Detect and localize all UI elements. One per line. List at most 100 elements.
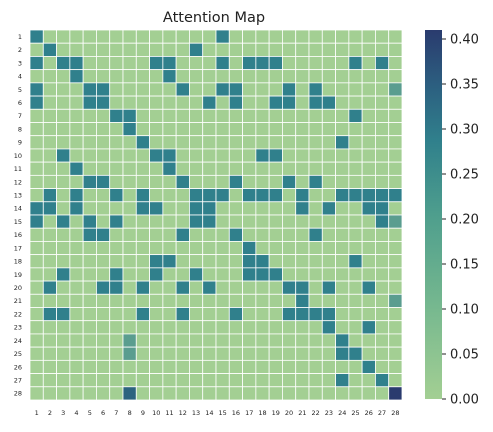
heatmap-cell-r28-c7 — [109, 386, 124, 401]
y-tick-label: 27 — [14, 376, 22, 384]
x-tick-label: 18 — [258, 409, 266, 417]
x-tick-label: 27 — [378, 409, 386, 417]
heatmap-cell-r17-c12 — [175, 241, 190, 256]
heatmap-cell-r27-c3 — [56, 373, 71, 388]
heatmap-cell-r7-c1 — [29, 108, 44, 123]
heatmap-cell-r4-c9 — [135, 69, 150, 84]
heatmap-cell-r6-c19 — [268, 95, 283, 110]
heatmap-cell-r17-c15 — [215, 241, 230, 256]
heatmap-cell-r22-c10 — [149, 307, 164, 322]
y-tick-label: 12 — [14, 178, 22, 186]
heatmap-cell-r20-c18 — [255, 280, 270, 295]
heatmap-cell-r10-c5 — [82, 148, 97, 163]
heatmap-cell-r11-c11 — [162, 161, 177, 176]
heatmap-cell-r16-c8 — [122, 227, 137, 242]
heatmap-cell-r28-c4 — [69, 386, 84, 401]
heatmap-cell-r19-c24 — [335, 267, 350, 282]
heatmap-cell-r19-c13 — [189, 267, 204, 282]
heatmap-cell-r9-c8 — [122, 135, 137, 150]
heatmap-cell-r24-c2 — [42, 333, 57, 348]
heatmap-cell-r24-c4 — [69, 333, 84, 348]
heatmap-cell-r5-c21 — [295, 82, 310, 97]
colorbar-tick-label: 0.30 — [450, 123, 479, 138]
heatmap-cell-r1-c15 — [215, 29, 230, 44]
heatmap-cell-r13-c9 — [135, 188, 150, 203]
heatmap-cell-r15-c26 — [361, 214, 376, 229]
heatmap-cell-r28-c18 — [255, 386, 270, 401]
x-tick-label: 6 — [101, 409, 105, 417]
heatmap-cell-r15-c18 — [255, 214, 270, 229]
heatmap-cell-r3-c25 — [348, 56, 363, 71]
heatmap-cell-r23-c8 — [122, 320, 137, 335]
heatmap-cell-r20-c10 — [149, 280, 164, 295]
heatmap-cell-r3-c24 — [335, 56, 350, 71]
heatmap-cell-r7-c13 — [189, 108, 204, 123]
heatmap-cell-r6-c17 — [242, 95, 257, 110]
heatmap-cell-r8-c24 — [335, 122, 350, 137]
heatmap-cell-r27-c23 — [321, 373, 336, 388]
heatmap-cell-r1-c1 — [29, 29, 44, 44]
heatmap-cell-r1-c19 — [268, 29, 283, 44]
heatmap-cell-r15-c7 — [109, 214, 124, 229]
heatmap-cell-r11-c22 — [308, 161, 323, 176]
heatmap-cell-r9-c22 — [308, 135, 323, 150]
heatmap-cell-r18-c6 — [96, 254, 111, 269]
heatmap-cell-r21-c26 — [361, 293, 376, 308]
heatmap-cell-r10-c3 — [56, 148, 71, 163]
heatmap-cell-r20-c11 — [162, 280, 177, 295]
heatmap-cell-r22-c4 — [69, 307, 84, 322]
heatmap-cell-r13-c25 — [348, 188, 363, 203]
heatmap-cell-r12-c19 — [268, 174, 283, 189]
heatmap-cell-r8-c15 — [215, 122, 230, 137]
heatmap-cell-r19-c19 — [268, 267, 283, 282]
heatmap-cell-r21-c18 — [255, 293, 270, 308]
x-tick-label: 4 — [74, 409, 78, 417]
heatmap-cell-r3-c9 — [135, 56, 150, 71]
heatmap-cell-r23-c5 — [82, 320, 97, 335]
heatmap-cell-r25-c8 — [122, 346, 137, 361]
heatmap-cell-r4-c8 — [122, 69, 137, 84]
heatmap-cell-r14-c9 — [135, 201, 150, 216]
heatmap-cell-r2-c25 — [348, 42, 363, 57]
x-tick-label: 8 — [128, 409, 132, 417]
y-tick-label: 1 — [18, 33, 22, 41]
heatmap-cell-r14-c25 — [348, 201, 363, 216]
x-tick-label: 19 — [272, 409, 280, 417]
heatmap-cell-r6-c5 — [82, 95, 97, 110]
heatmap-cell-r6-c20 — [282, 95, 297, 110]
heatmap-cell-r11-c7 — [109, 161, 124, 176]
heatmap-cell-r5-c14 — [202, 82, 217, 97]
heatmap-cell-r18-c2 — [42, 254, 57, 269]
heatmap-cell-r19-c1 — [29, 267, 44, 282]
heatmap-cell-r19-c12 — [175, 267, 190, 282]
x-tick-label: 14 — [205, 409, 213, 417]
heatmap-cell-r19-c6 — [96, 267, 111, 282]
heatmap-cell-r6-c22 — [308, 95, 323, 110]
x-tick-label: 24 — [338, 409, 346, 417]
heatmap-cell-r14-c19 — [268, 201, 283, 216]
heatmap-cell-r18-c11 — [162, 254, 177, 269]
heatmap-cell-r1-c27 — [375, 29, 390, 44]
heatmap-cell-r14-c12 — [175, 201, 190, 216]
heatmap-cell-r9-c17 — [242, 135, 257, 150]
heatmap-cell-r27-c17 — [242, 373, 257, 388]
heatmap-cell-r16-c19 — [268, 227, 283, 242]
heatmap-cell-r16-c7 — [109, 227, 124, 242]
heatmap-cell-r18-c22 — [308, 254, 323, 269]
heatmap-cell-r15-c4 — [69, 214, 84, 229]
heatmap-cell-r21-c25 — [348, 293, 363, 308]
heatmap-cell-r14-c16 — [228, 201, 243, 216]
heatmap-cell-r17-c8 — [122, 241, 137, 256]
heatmap-cell-r3-c28 — [388, 56, 403, 71]
heatmap-cell-r27-c16 — [228, 373, 243, 388]
heatmap-cell-r19-c11 — [162, 267, 177, 282]
heatmap-cell-r7-c23 — [321, 108, 336, 123]
heatmap-cell-r19-c14 — [202, 267, 217, 282]
heatmap-cell-r10-c26 — [361, 148, 376, 163]
heatmap-cell-r1-c3 — [56, 29, 71, 44]
heatmap-cell-r5-c19 — [268, 82, 283, 97]
heatmap-cell-r18-c25 — [348, 254, 363, 269]
heatmap-cell-r9-c24 — [335, 135, 350, 150]
y-tick-label: 14 — [14, 205, 22, 213]
heatmap-cell-r6-c8 — [122, 95, 137, 110]
